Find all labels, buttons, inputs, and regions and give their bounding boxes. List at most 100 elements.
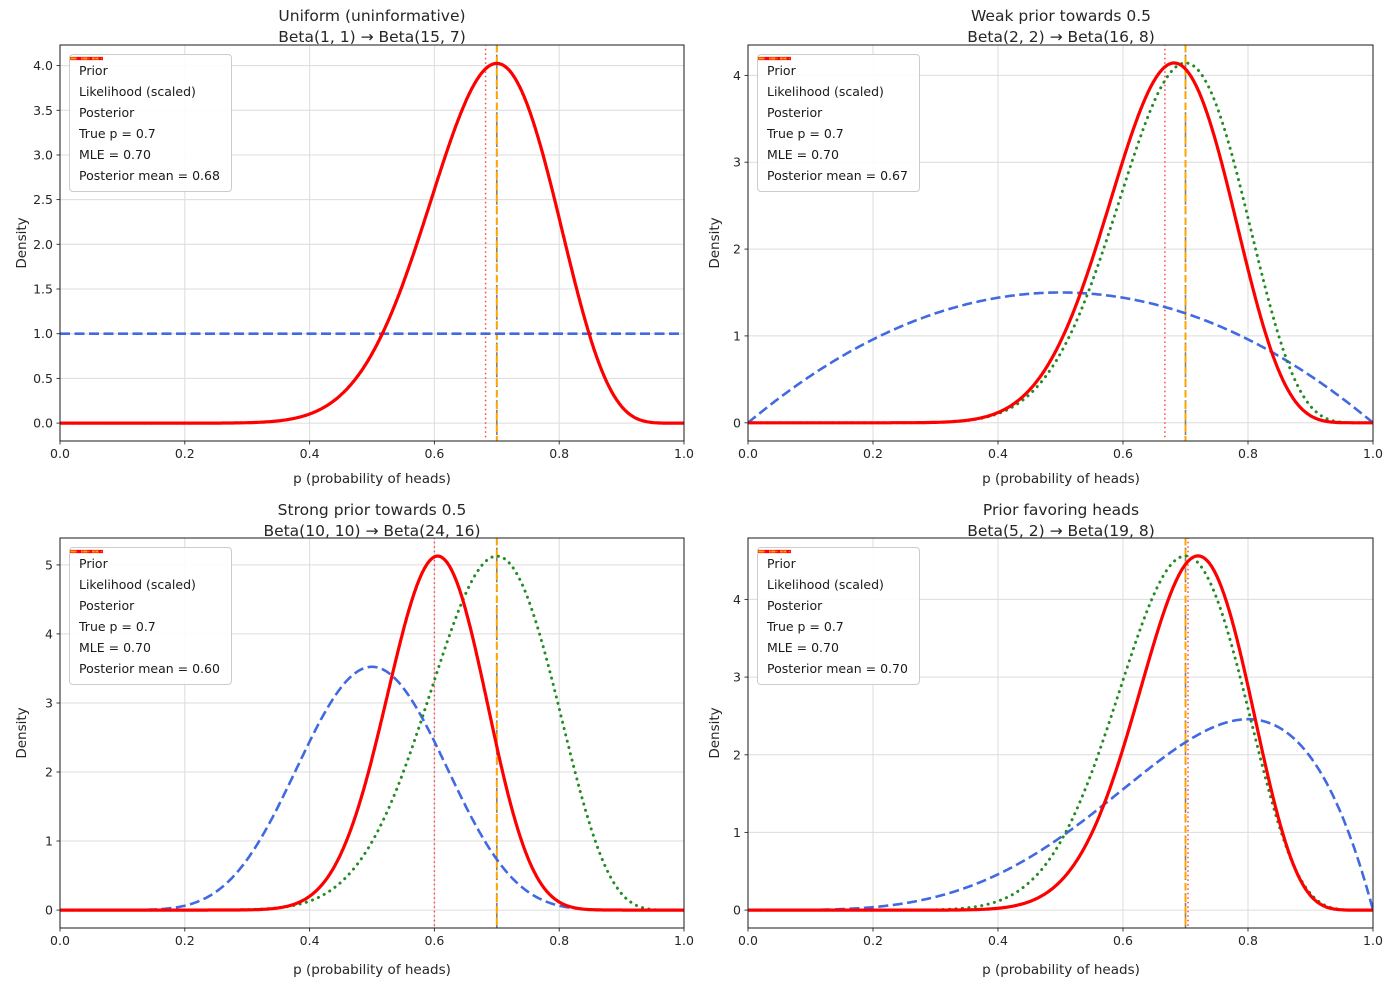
legend-entry: True p = 0.7 — [70, 550, 220, 635]
legend-entry: Posterior mean = 0.70 — [758, 550, 908, 677]
legend-box: Prior Likelihood (scaled) Posterior True p … — [69, 547, 232, 685]
axes-frame — [747, 537, 1374, 929]
legend-label: MLE = 0.70 — [767, 640, 839, 655]
legend-label: Posterior mean = 0.60 — [79, 661, 220, 676]
y-tick-label: 5 — [45, 557, 53, 572]
legend-entry: Prior — [70, 550, 220, 572]
legend-label: Prior — [767, 63, 796, 78]
y-tick-label: 2 — [733, 747, 741, 762]
legend-label: Posterior — [767, 598, 823, 613]
legend-entry: Prior — [70, 57, 220, 79]
x-tick-label: 0.2 — [863, 933, 883, 948]
legend-label: Prior — [767, 556, 796, 571]
x-tick-label: 0.4 — [300, 446, 320, 461]
axes-frame — [59, 44, 685, 442]
legend-entry: MLE = 0.70 — [70, 57, 220, 163]
x-tick-label: 0.6 — [424, 446, 444, 461]
x-axis-label: p (probability of heads) — [293, 471, 451, 487]
x-tick-label: 1.0 — [674, 933, 694, 948]
legend-entry: True p = 0.7 — [758, 57, 908, 142]
legend-label: True p = 0.7 — [79, 126, 156, 141]
legend-label: True p = 0.7 — [767, 619, 844, 634]
x-tick-label: 0.2 — [175, 933, 195, 948]
legend-entry: Prior — [758, 57, 908, 79]
x-tick-label: 0.0 — [738, 933, 758, 948]
plot-area: 0.0 0.2 0.4 0.6 0.8 1.0 0.0 0.5 1.0 1.5 2.0 2.5 3.0 3… — [14, 7, 694, 487]
legend-entry: Posterior — [758, 549, 908, 614]
legend-entry: Posterior mean = 0.60 — [70, 550, 220, 677]
axis-ticks: 0.0 0.2 0.4 0.6 0.8 1.0 0.0 0.5 1.0 1.5 2.0 2.5 3.0 3… — [33, 58, 694, 461]
subplot-title: Uniform (uninformative) — [278, 7, 465, 25]
posterior-curve — [60, 61, 684, 425]
legend-entry: Prior — [758, 550, 908, 572]
subplot-title: Weak prior towards 0.5 — [971, 7, 1151, 25]
legend-box: Prior Likelihood (scaled) Posterior True p … — [757, 547, 920, 685]
legend-box: Prior Likelihood (scaled) Posterior True p … — [757, 54, 920, 192]
plot-area: 0.0 0.2 0.4 0.6 0.8 1.0 0 1 2 3 4 Weak prior towar… — [707, 7, 1383, 487]
subplot-subtitle: Beta(2, 2) → Beta(16, 8) — [967, 28, 1155, 46]
y-tick-label: 0.5 — [33, 371, 53, 386]
y-tick-label: 1.5 — [33, 282, 53, 297]
y-axis-label: Density — [14, 217, 30, 268]
legend-entry: True p = 0.7 — [70, 57, 220, 142]
legend-swatch-posterior-mean-0-68 — [70, 57, 103, 60]
legend-box: Prior Likelihood (scaled) Posterior True p … — [69, 54, 232, 192]
y-tick-label: 4.0 — [33, 58, 53, 73]
subplot-subtitle: Beta(5, 2) → Beta(19, 8) — [967, 522, 1155, 540]
legend-entry: MLE = 0.70 — [758, 57, 908, 163]
legend-label: Likelihood (scaled) — [767, 577, 884, 592]
y-tick-label: 3 — [733, 155, 741, 170]
legend-entry: MLE = 0.70 — [758, 550, 908, 656]
legend-label: Likelihood (scaled) — [767, 84, 884, 99]
legend-label: Posterior — [79, 105, 135, 120]
legend-entry: Posterior — [70, 549, 220, 614]
subplot-title: Prior favoring heads — [983, 501, 1139, 519]
legend-swatch-posterior-mean-0-67 — [758, 57, 791, 60]
posterior-curve — [748, 61, 1373, 425]
x-tick-label: 0.8 — [1238, 446, 1258, 461]
legend-label: Posterior mean = 0.68 — [79, 168, 220, 183]
subplot-subtitle: Beta(10, 10) → Beta(24, 16) — [263, 522, 480, 540]
legend-swatch-posterior-mean-0-60 — [70, 550, 103, 553]
axis-ticks: 0.0 0.2 0.4 0.6 0.8 1.0 0 1 2 3 4 5 — [45, 557, 694, 948]
y-tick-label: 1 — [45, 834, 53, 849]
y-tick-label: 3 — [733, 670, 741, 685]
x-tick-label: 0.6 — [1113, 933, 1133, 948]
x-tick-label: 0.4 — [300, 933, 320, 948]
x-tick-label: 1.0 — [674, 446, 694, 461]
y-tick-label: 1 — [733, 825, 741, 840]
legend-label: Posterior mean = 0.70 — [767, 661, 908, 676]
legend-entry: MLE = 0.70 — [70, 550, 220, 656]
y-tick-label: 3.5 — [33, 103, 53, 118]
legend-label: Posterior — [79, 598, 135, 613]
legend-entry: Likelihood (scaled) — [758, 550, 908, 593]
legend-label: True p = 0.7 — [767, 126, 844, 141]
axis-ticks: 0.0 0.2 0.4 0.6 0.8 1.0 0 1 2 3 4 — [733, 592, 1383, 948]
legend-label: Prior — [79, 556, 108, 571]
legend-label: MLE = 0.70 — [79, 640, 151, 655]
posterior-curve — [748, 554, 1373, 912]
legend-swatch-posterior-mean-0-70 — [758, 550, 791, 553]
legend-entry: Likelihood (scaled) — [758, 57, 908, 100]
x-axis-label: p (probability of heads) — [982, 471, 1140, 487]
x-axis-label: p (probability of heads) — [982, 962, 1140, 978]
x-tick-label: 0.6 — [424, 933, 444, 948]
y-tick-label: 4 — [733, 592, 741, 607]
y-axis-label: Density — [707, 707, 723, 758]
legend-label: Posterior — [767, 105, 823, 120]
plot-area: 0.0 0.2 0.4 0.6 0.8 1.0 0 1 2 3 4 5 Strong prior to… — [14, 501, 694, 978]
x-tick-label: 0.0 — [50, 446, 70, 461]
x-tick-label: 1.0 — [1363, 446, 1383, 461]
legend-label: Likelihood (scaled) — [79, 84, 196, 99]
y-tick-label: 2.0 — [33, 237, 53, 252]
subplot-uniform-prior: 0.0 0.2 0.4 0.6 0.8 1.0 0.0 0.5 1.0 1.5 2.0 2.5 3.0 3… — [0, 0, 695, 494]
y-tick-label: 2 — [733, 242, 741, 257]
legend-label: Likelihood (scaled) — [79, 577, 196, 592]
y-tick-label: 0.0 — [33, 416, 53, 431]
y-axis-label: Density — [707, 217, 723, 268]
y-tick-label: 3 — [45, 696, 53, 711]
x-tick-label: 0.6 — [1113, 446, 1133, 461]
x-tick-label: 0.0 — [50, 933, 70, 948]
y-tick-label: 0 — [733, 415, 741, 430]
